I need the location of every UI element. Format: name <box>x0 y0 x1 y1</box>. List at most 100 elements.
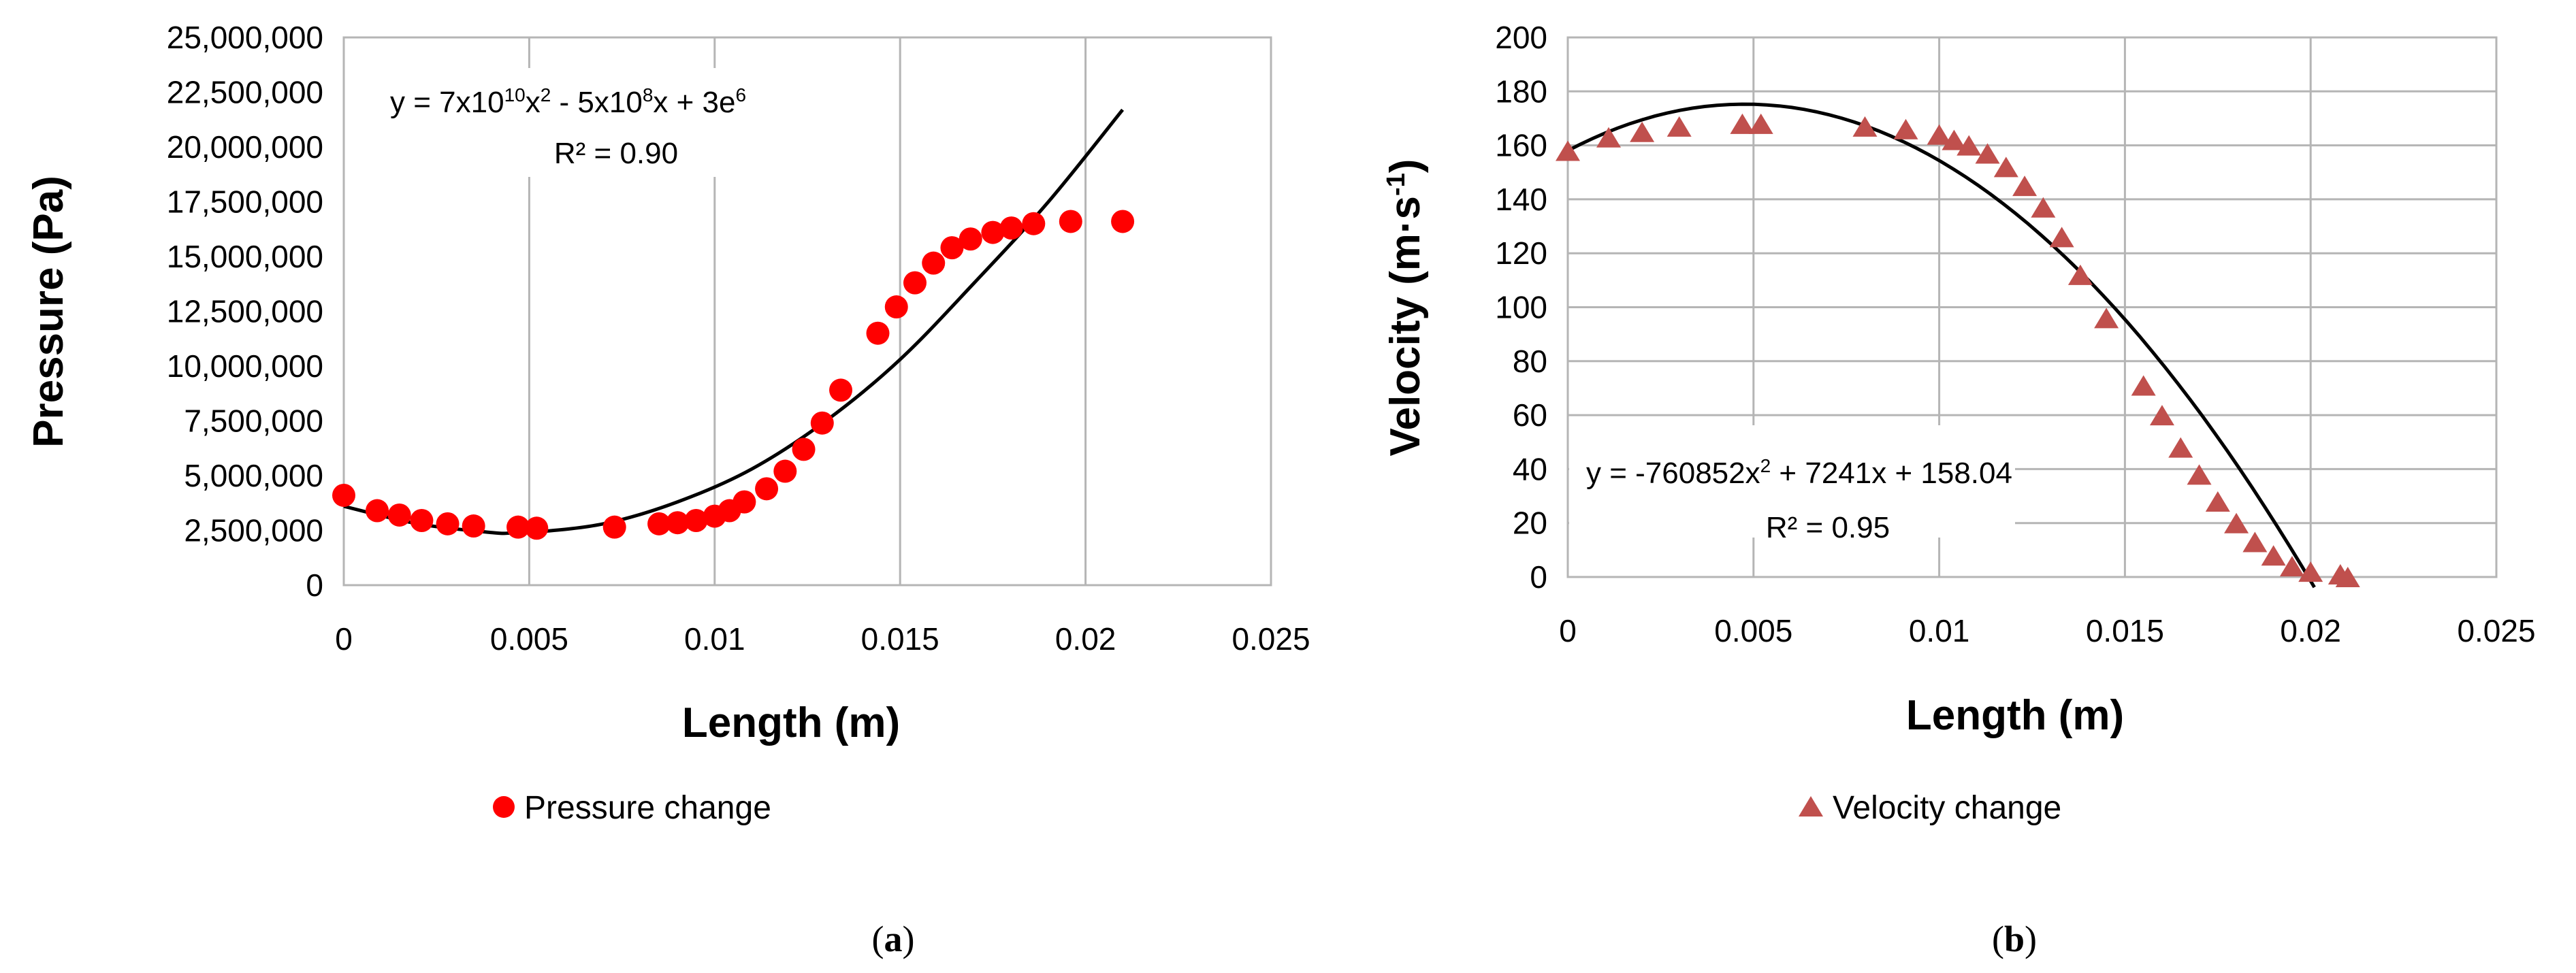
data-point <box>666 511 690 535</box>
trendline-label-box-pressure <box>371 68 722 177</box>
y-tick-label: 10,000,000 <box>167 348 323 384</box>
data-point <box>1852 116 1878 137</box>
x-tick-label: 0.025 <box>1231 621 1310 657</box>
y-tick-label: 0 <box>1530 559 1547 595</box>
data-point <box>866 321 890 345</box>
data-point <box>2261 545 2286 566</box>
y-ticks-velocity: 0 20 40 60 80 100 120 140 160 180 200 <box>1495 20 1547 595</box>
y-tick-label: 17,500,000 <box>167 184 323 220</box>
data-point <box>1730 113 1755 134</box>
data-point <box>1667 116 1692 137</box>
x-tick-label: 0.02 <box>1055 621 1116 657</box>
data-point <box>2067 264 2093 285</box>
data-point <box>1942 129 1967 150</box>
eq-a-exp3: 8 <box>643 84 654 105</box>
data-point <box>1893 118 1918 139</box>
data-point <box>2031 197 2056 218</box>
eq-a-exp1: 10 <box>504 84 526 105</box>
eq-a-part3: - 5x10 <box>551 86 643 119</box>
y-tick-label: 40 <box>1513 451 1547 486</box>
data-point <box>773 459 797 483</box>
data-point <box>387 503 411 527</box>
gridlines-velocity <box>1568 37 2496 577</box>
y-axis-title-velocity-main: Velocity (m·s <box>1382 196 1429 456</box>
data-point <box>1993 156 2018 178</box>
x-tick-label: 0.015 <box>861 621 939 657</box>
x-tick-label: 0.02 <box>2280 613 2341 648</box>
x-ticks-pressure: 0 0.005 0.01 0.015 0.02 0.025 <box>335 621 1310 657</box>
data-point <box>1927 124 1952 145</box>
data-point <box>1111 210 1135 233</box>
panel-label-b-letter: b <box>2004 919 2025 959</box>
data-point <box>2205 491 2230 512</box>
y-tick-label: 7,500,000 <box>184 403 323 439</box>
data-point <box>1748 113 1773 134</box>
legend-label-velocity: Velocity change <box>1833 790 2061 826</box>
x-tick-label: 0.01 <box>684 621 745 657</box>
data-point <box>1556 140 1580 161</box>
eq-b-exp1: 2 <box>1760 455 1771 476</box>
x-tick-label: 0.01 <box>1909 613 1970 648</box>
chart-pressure: 0 2,500,000 5,000,000 7,500,000 10,000,000 12… <box>25 20 1310 959</box>
data-point <box>922 251 946 275</box>
y-tick-label: 2,500,000 <box>184 513 323 548</box>
data-point <box>884 295 908 319</box>
y-tick-label: 200 <box>1495 20 1547 55</box>
data-point <box>647 512 671 535</box>
data-point <box>2149 405 2174 426</box>
data-point <box>940 236 964 260</box>
x-tick-label: 0.005 <box>490 621 568 657</box>
data-point <box>1975 143 2000 164</box>
eq-a-exp4: 6 <box>735 84 746 105</box>
data-point <box>999 216 1023 240</box>
series-pressure-change <box>332 210 1135 540</box>
y-tick-label: 0 <box>306 567 323 603</box>
data-point <box>366 499 389 523</box>
y-axis-title-velocity: Velocity (m·s-1) <box>1382 159 1429 457</box>
panel-label-b: (b) <box>1992 919 2037 959</box>
legend-pressure: Pressure change <box>493 790 771 826</box>
data-point <box>525 516 549 540</box>
data-point <box>506 515 530 539</box>
x-tick-label: 0.015 <box>2086 613 2164 648</box>
eq-a-part2: x <box>526 86 541 119</box>
data-point <box>829 378 853 402</box>
x-ticks-velocity: 0 0.005 0.01 0.015 0.02 0.025 <box>1559 613 2535 648</box>
data-point <box>2335 567 2360 587</box>
data-point <box>2242 531 2268 553</box>
data-point <box>436 512 460 535</box>
y-tick-label: 180 <box>1495 73 1547 109</box>
y-tick-label: 5,000,000 <box>184 458 323 493</box>
y-tick-label: 20 <box>1513 506 1547 541</box>
data-point <box>332 483 355 507</box>
data-point <box>410 509 434 533</box>
data-point <box>792 438 816 461</box>
x-axis-title-velocity: Length (m) <box>1906 692 2124 739</box>
data-point <box>2279 556 2304 577</box>
x-axis-title-pressure: Length (m) <box>682 699 900 746</box>
y-tick-label: 100 <box>1495 290 1547 325</box>
trendline-pressure <box>343 108 1125 535</box>
data-point <box>732 490 756 514</box>
data-point <box>462 514 485 538</box>
y-tick-label: 20,000,000 <box>167 129 323 165</box>
plot-area-pressure <box>342 36 1272 587</box>
chart-velocity: 0 20 40 60 80 100 120 140 160 180 200 0 0.005 0.01 0.… <box>1382 20 2536 959</box>
y-tick-label: 160 <box>1495 128 1547 163</box>
data-point <box>1596 127 1622 148</box>
trendline-equation-velocity: y = -760852x2 + 7241x + 158.04 <box>1586 455 2012 490</box>
y-tick-label: 22,500,000 <box>167 75 323 110</box>
data-point <box>903 271 927 295</box>
y-tick-label: 12,500,000 <box>167 294 323 329</box>
data-point <box>684 509 708 533</box>
data-point <box>1059 210 1082 233</box>
trendline-r2-velocity: R² = 0.95 <box>1766 511 1890 544</box>
data-point <box>2187 464 2212 485</box>
panel-label-a: (a) <box>872 919 915 959</box>
x-tick-label: 0 <box>335 621 353 657</box>
data-point <box>1957 135 1982 156</box>
data-point <box>2168 437 2193 458</box>
data-point <box>2094 308 2119 329</box>
data-point <box>2131 375 2156 396</box>
